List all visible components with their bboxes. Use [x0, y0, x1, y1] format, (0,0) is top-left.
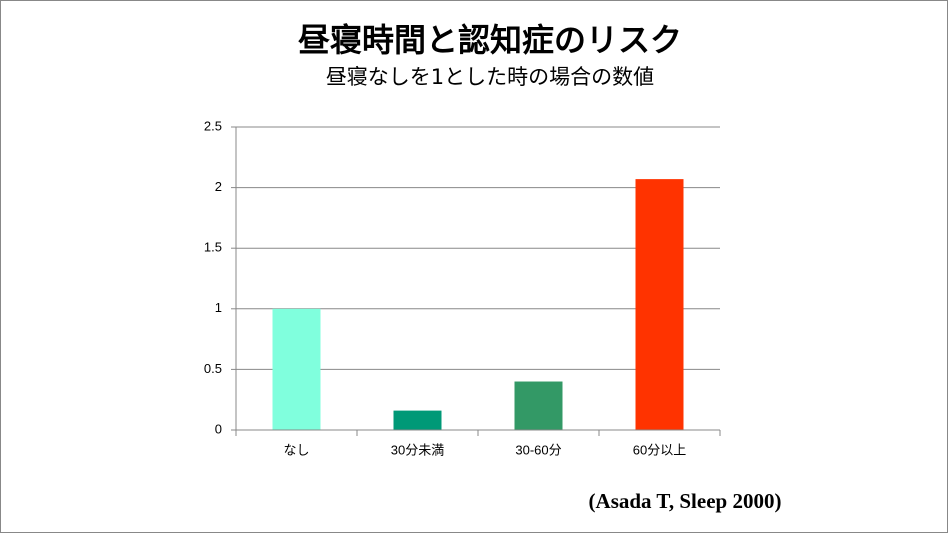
y-tick-label: 2.5 — [204, 118, 222, 133]
bar — [272, 308, 321, 430]
annotation: (Asada T, Sleep 2000) — [589, 489, 782, 513]
x-tick-label: 30分未満 — [391, 442, 444, 457]
bar — [393, 410, 442, 430]
x-tick-label: なし — [283, 442, 309, 457]
y-tick-label: 0.5 — [204, 361, 222, 376]
bar — [635, 179, 684, 430]
x-tick-label: 30-60分 — [515, 442, 561, 457]
y-tick-label: 1 — [215, 300, 222, 315]
chart-title: 昼寝時間と認知症のリスク — [298, 21, 682, 59]
y-tick-label: 1.5 — [204, 240, 222, 255]
y-tick-label: 0 — [215, 421, 222, 436]
bar — [514, 381, 563, 430]
x-tick-label: 60分以上 — [633, 442, 686, 457]
y-tick-label: 2 — [215, 179, 222, 194]
chart-subtitle: 昼寝なしを1とした時の場合の数値 — [326, 65, 654, 89]
